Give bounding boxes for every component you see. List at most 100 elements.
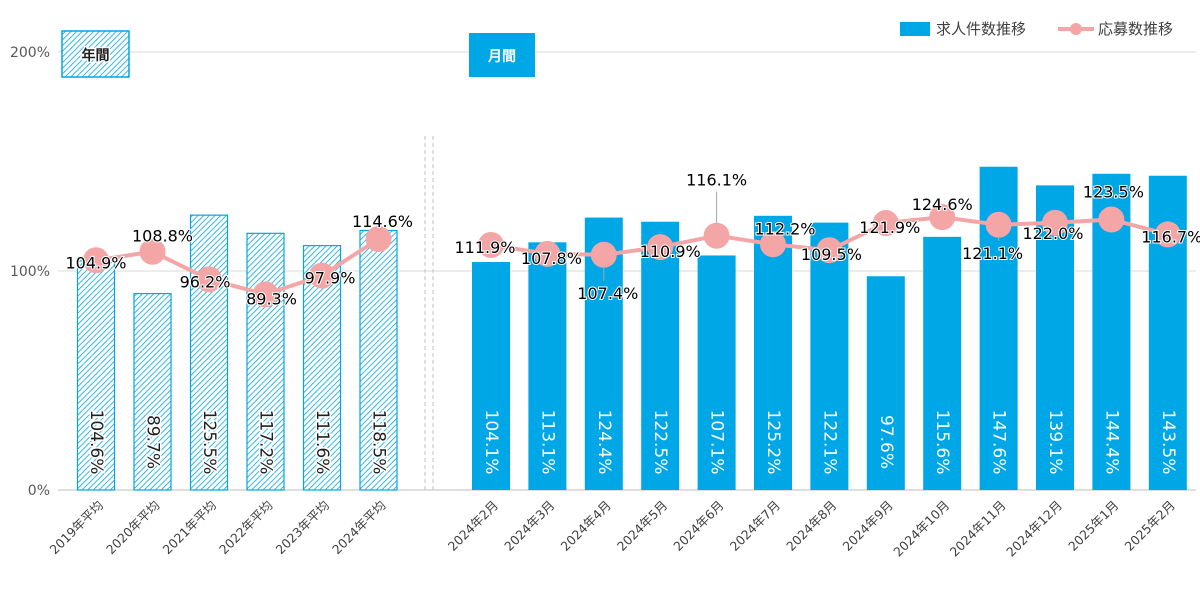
- x-tick-label: 2024年4月: [558, 498, 614, 554]
- bar-value-label: 122.5%: [650, 410, 670, 475]
- line-marker: [1154, 221, 1181, 248]
- x-tick-label: 2024年8月: [783, 498, 839, 554]
- line-marker: [985, 211, 1012, 238]
- y-axis-ticks: 0% 100% 200%: [10, 45, 50, 499]
- y-tick-label: 200%: [10, 45, 50, 61]
- line-marker: [760, 231, 786, 258]
- line-value-label: 108.8%: [132, 227, 193, 246]
- line-value-label: 121.1%: [962, 244, 1023, 263]
- line-value-label: 123.5%: [1083, 183, 1144, 202]
- bar-value-label: 143.5%: [1158, 410, 1178, 475]
- bar-annual: [133, 292, 172, 491]
- legend: 求人件数推移 応募数推移: [900, 20, 1173, 38]
- bar-value-label: 139.1%: [1045, 410, 1065, 475]
- bar-monthly: [472, 262, 510, 490]
- bar-value-label: 115.6%: [932, 410, 952, 475]
- bar-monthly: [697, 255, 736, 490]
- x-tick-label: 2021年平均: [160, 498, 220, 558]
- y-tick-label: 0%: [28, 483, 50, 499]
- line-value-label: 122.0%: [1022, 224, 1083, 243]
- x-tick-label: 2024年10月: [890, 498, 952, 560]
- line-marker: [309, 262, 335, 289]
- x-tick-label: 2024年2月: [445, 498, 501, 554]
- line-value-label: 96.2%: [180, 272, 231, 291]
- group-separator: [424, 136, 434, 490]
- line-labels: 104.9% 108.8% 96.2% 89.3% 97.9% 114.6% 111.9% 1…: [64, 170, 1200, 310]
- bar-monthly: [923, 236, 962, 490]
- bar-annual: [189, 214, 229, 491]
- legend-line-marker: [1070, 23, 1082, 35]
- bar-monthly: [528, 242, 567, 490]
- line-value-label: 111.9%: [454, 238, 515, 257]
- gridlines: [58, 51, 1196, 491]
- x-tick-label: 2024年5月: [614, 498, 670, 554]
- group-labels: 年間 月間: [61, 30, 535, 78]
- line-marker: [816, 237, 843, 264]
- bar-value-label: 97.6%: [876, 415, 896, 469]
- bar-value-label: 118.5%: [369, 410, 389, 475]
- line-marker: [478, 231, 504, 258]
- line-marker: [252, 281, 279, 308]
- bar-value-label: 89.7%: [143, 415, 163, 469]
- x-axis-ticks: 2019年平均2020年平均2021年平均2022年平均2023年平均2024年…: [47, 498, 1178, 560]
- bar-value-label: 113.1%: [537, 410, 557, 475]
- x-tick-label: 2025年1月: [1065, 498, 1121, 554]
- bar-value-label: 104.6%: [86, 410, 106, 475]
- line-value-label: 124.6%: [912, 195, 973, 214]
- x-tick-label: 2024年12月: [1003, 498, 1065, 560]
- line-marker: [365, 226, 392, 253]
- x-tick-label: 2024年6月: [670, 498, 726, 554]
- x-tick-label: 2023年平均: [273, 498, 333, 558]
- bars: [76, 166, 1187, 491]
- x-tick-label: 2019年平均: [47, 498, 107, 558]
- line-value-label: 110.9%: [640, 242, 701, 261]
- x-tick-label: 2024年3月: [501, 498, 557, 554]
- group-label-box-monthly: [469, 33, 535, 77]
- x-tick-label: 2025年2月: [1122, 498, 1178, 554]
- bar-monthly: [641, 221, 680, 490]
- line-marker: [1098, 206, 1125, 233]
- bar-value-label: 147.6%: [989, 410, 1009, 475]
- y-tick-label: 100%: [10, 264, 50, 280]
- line-marker: [703, 222, 730, 249]
- line-value-label: 107.4%: [577, 284, 638, 303]
- bar-value-label: 124.4%: [594, 410, 614, 475]
- x-tick-label: 2020年平均: [103, 498, 163, 558]
- line-series: [83, 204, 1181, 308]
- bar-value-label: 111.6%: [312, 410, 332, 475]
- bar-value-label: 144.4%: [1101, 410, 1121, 475]
- line-marker: [647, 234, 674, 261]
- x-tick-label: 2024年11月: [947, 498, 1009, 560]
- line-marker: [872, 210, 899, 237]
- group-label-text: 年間: [82, 47, 110, 64]
- group-label-box-annual: [61, 30, 130, 78]
- x-tick-label: 2024年平均: [329, 498, 389, 558]
- bar-monthly: [810, 222, 849, 490]
- line-value-label: 109.5%: [801, 245, 862, 264]
- line-value-label: 107.8%: [521, 249, 582, 268]
- line-value-label: 116.7%: [1141, 227, 1200, 246]
- line-value-label: 97.9%: [305, 269, 356, 288]
- line-value-label: 89.3%: [246, 289, 297, 308]
- bar-value-label: 125.5%: [199, 410, 219, 475]
- line-value-label: 116.1%: [686, 171, 747, 190]
- bar-value-label: 117.2%: [256, 410, 276, 475]
- line-marker: [139, 238, 166, 265]
- bar-value-label: 104.1%: [481, 410, 501, 475]
- bar-value-label: 122.1%: [819, 410, 839, 475]
- bar-value-label: 125.2%: [763, 410, 783, 475]
- line-value-label: 112.2%: [754, 219, 815, 238]
- bar-monthly: [1036, 185, 1074, 490]
- legend-line-label: 応募数推移: [1098, 20, 1173, 38]
- legend-bar-swatch: [900, 22, 930, 36]
- line-marker: [534, 240, 561, 267]
- line-marker: [196, 266, 222, 293]
- line-marker: [929, 204, 956, 231]
- x-tick-label: 2024年7月: [727, 498, 783, 554]
- bar-annual: [76, 260, 116, 491]
- bar-labels: 104.6% 89.7% 125.5% 117.2% 111.6% 118.5% 104.1…: [85, 408, 1178, 476]
- legend-bar-label: 求人件数推移: [936, 20, 1026, 38]
- bar-monthly: [866, 276, 905, 490]
- bar-annual: [246, 232, 285, 491]
